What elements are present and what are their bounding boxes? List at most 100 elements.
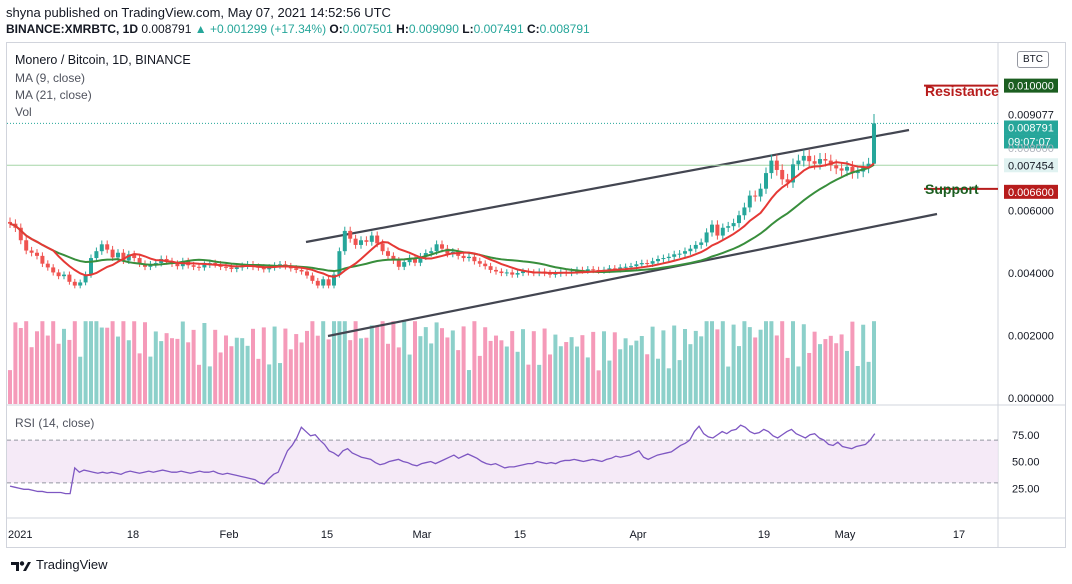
volume-bar <box>110 321 115 404</box>
legend-vol[interactable]: Vol <box>15 105 32 119</box>
open-value: 0.007501 <box>342 22 393 36</box>
candle-body <box>612 268 617 270</box>
close-value: 0.008791 <box>539 22 590 36</box>
candle-body <box>62 274 66 277</box>
candle-body <box>488 266 493 270</box>
candle-body <box>704 232 709 243</box>
time-tick-label: 17 <box>953 529 965 541</box>
volume-bar <box>197 364 201 404</box>
candle-body <box>839 168 844 171</box>
volume-bar <box>13 322 18 404</box>
volume-bar <box>845 350 849 404</box>
volume-bar <box>56 343 61 404</box>
candle-body <box>321 279 326 286</box>
volume-bar <box>634 340 639 404</box>
candle-body <box>413 258 417 263</box>
volume-bar <box>62 328 66 404</box>
tradingview-logo[interactable]: TradingView <box>10 557 108 572</box>
time-tick-label: 18 <box>127 529 139 541</box>
candle-body <box>753 195 758 197</box>
volume-bar <box>89 321 93 404</box>
volume-bar <box>499 340 504 404</box>
volume-bar <box>450 330 455 404</box>
volume-bar <box>801 324 806 404</box>
legend-rsi[interactable]: RSI (14, close) <box>15 416 95 430</box>
volume-bar <box>661 330 666 404</box>
legend-ma9[interactable]: MA (9, close) <box>15 71 86 85</box>
candle-body <box>191 265 196 267</box>
price-tag-8000: 0.008000 <box>1008 143 1054 155</box>
candle-body <box>801 155 806 161</box>
candle-body <box>294 268 299 270</box>
candle-body <box>202 264 207 268</box>
brand-text: TradingView <box>36 557 108 572</box>
volume-bar <box>558 346 563 404</box>
candle-body <box>391 255 396 261</box>
candle-body <box>472 256 477 262</box>
volume-bar <box>872 321 876 404</box>
candle-body <box>666 256 671 259</box>
volume-bar <box>440 328 444 404</box>
candle-body <box>499 271 504 274</box>
candle-body <box>175 263 180 267</box>
currency-button[interactable]: BTC <box>1017 51 1049 68</box>
time-tick-label: May <box>835 529 856 541</box>
volume-bar <box>645 354 650 404</box>
volume-bar <box>342 321 347 404</box>
volume-bar <box>29 347 34 404</box>
candle-body <box>607 268 612 270</box>
volume-bar <box>861 324 866 404</box>
volume-bar <box>94 321 99 404</box>
volume-bar <box>753 337 758 404</box>
volume-bar <box>413 321 417 404</box>
volume-bar <box>213 329 218 404</box>
candle-body <box>94 251 99 259</box>
candle-body <box>364 240 369 242</box>
candle-body <box>737 215 741 224</box>
candle-body <box>18 227 23 241</box>
volume-bar <box>510 331 515 404</box>
volume-bar <box>137 353 142 404</box>
open-label: O: <box>329 22 343 36</box>
volume-bar <box>105 327 110 404</box>
volume-bar <box>774 335 779 404</box>
volume-bar <box>677 360 682 404</box>
volume-bar <box>218 352 223 404</box>
candle-body <box>45 263 50 268</box>
candle-body <box>639 263 644 265</box>
volume-bar <box>369 325 374 404</box>
candle-body <box>769 160 774 174</box>
candle-body <box>380 243 385 252</box>
countdown-bg <box>1004 134 1058 149</box>
volume-bar <box>683 329 687 404</box>
volume-bar <box>564 342 569 404</box>
price-tick-label: 0.006000 <box>1008 206 1054 218</box>
candle-body <box>234 267 239 269</box>
high-value: 0.009090 <box>408 22 459 36</box>
legend-ma21[interactable]: MA (21, close) <box>15 88 92 102</box>
ma-price-tag-bg <box>1004 158 1058 173</box>
candle-body <box>747 195 752 208</box>
candle-body <box>83 274 88 283</box>
candle-body <box>348 230 353 239</box>
candle-body <box>515 273 520 275</box>
candle-body <box>315 280 320 286</box>
volume-bar <box>612 332 617 404</box>
ma21-line <box>9 163 875 273</box>
volume-bar <box>445 337 450 404</box>
volume-bar <box>180 321 185 404</box>
candle-body <box>332 274 336 286</box>
volume-bar <box>855 365 860 404</box>
volume-bar <box>715 329 720 404</box>
resistance-price-tag-bg <box>1004 78 1058 93</box>
candle-body <box>375 235 380 244</box>
volume-bar <box>8 370 12 404</box>
volume-bar <box>299 342 304 404</box>
volume-bar <box>229 346 234 404</box>
volume-bar <box>207 366 212 404</box>
volume-bar <box>607 360 612 404</box>
volume-bar <box>504 346 509 404</box>
candle-body <box>99 244 104 252</box>
volume-bar <box>402 321 407 404</box>
